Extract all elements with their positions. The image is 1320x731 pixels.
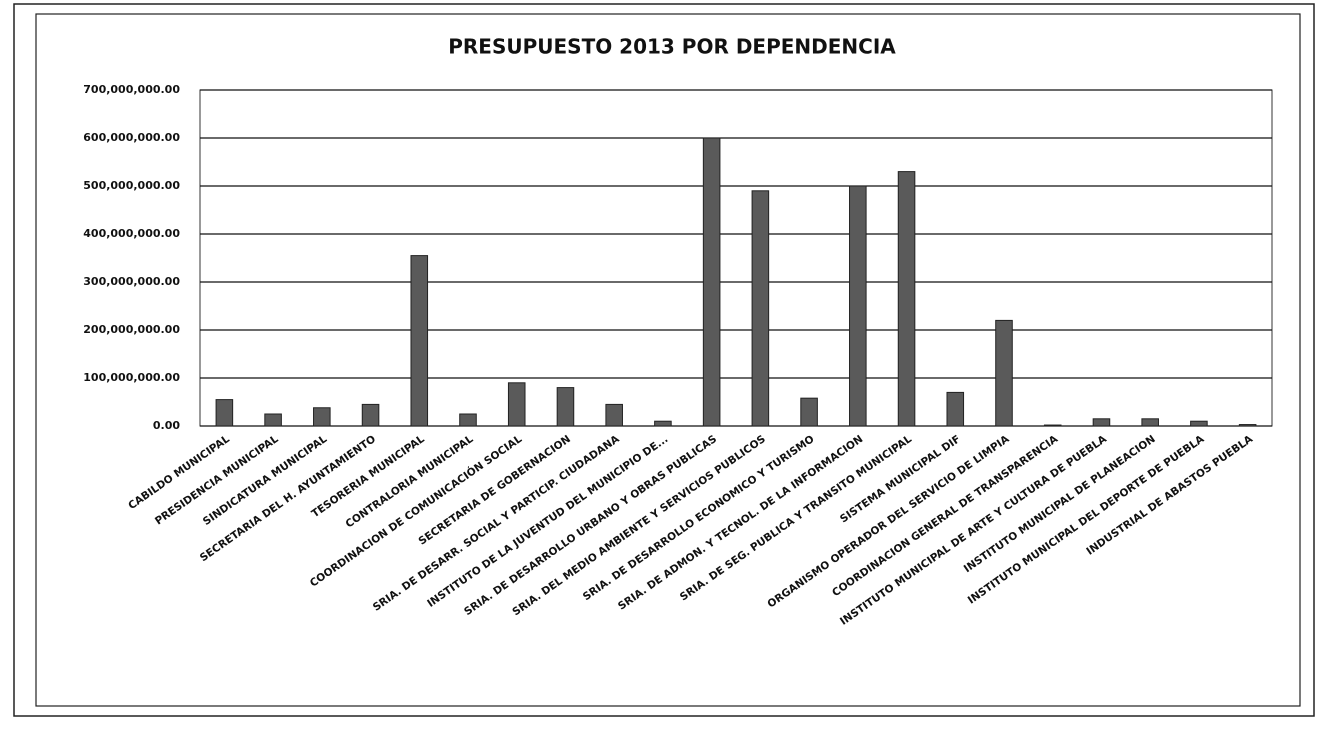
chart-frame — [35, 13, 1301, 707]
bar — [946, 391, 965, 427]
bar — [1141, 418, 1159, 427]
outer-frame — [13, 3, 1315, 717]
bar — [654, 420, 672, 427]
bar — [1092, 418, 1111, 427]
bar — [313, 407, 331, 427]
bar — [1190, 420, 1208, 427]
bar — [556, 387, 575, 427]
y-tick-label: 700,000,000.00 — [83, 83, 180, 96]
chart-title: PRESUPUESTO 2013 POR DEPENDENCIA — [448, 35, 896, 59]
bar — [507, 382, 526, 427]
y-tick-label: 200,000,000.00 — [83, 323, 180, 336]
bar — [1043, 424, 1062, 427]
bar — [605, 403, 623, 427]
y-tick-label: 0.00 — [153, 419, 180, 432]
y-tick-label: 100,000,000.00 — [83, 371, 180, 384]
y-tick-label: 400,000,000.00 — [83, 227, 180, 240]
bar — [702, 137, 721, 427]
bar — [361, 403, 380, 427]
bar — [410, 255, 429, 427]
bar — [995, 319, 1013, 427]
y-tick-label: 600,000,000.00 — [83, 131, 180, 144]
bar — [459, 413, 477, 427]
y-tick-label: 500,000,000.00 — [83, 179, 180, 192]
bar — [800, 397, 818, 427]
bar — [751, 190, 770, 427]
bar — [215, 399, 234, 427]
bar — [849, 185, 867, 427]
bar — [1238, 424, 1257, 427]
y-tick-label: 300,000,000.00 — [83, 275, 180, 288]
bar — [264, 413, 282, 427]
bar — [897, 171, 916, 427]
